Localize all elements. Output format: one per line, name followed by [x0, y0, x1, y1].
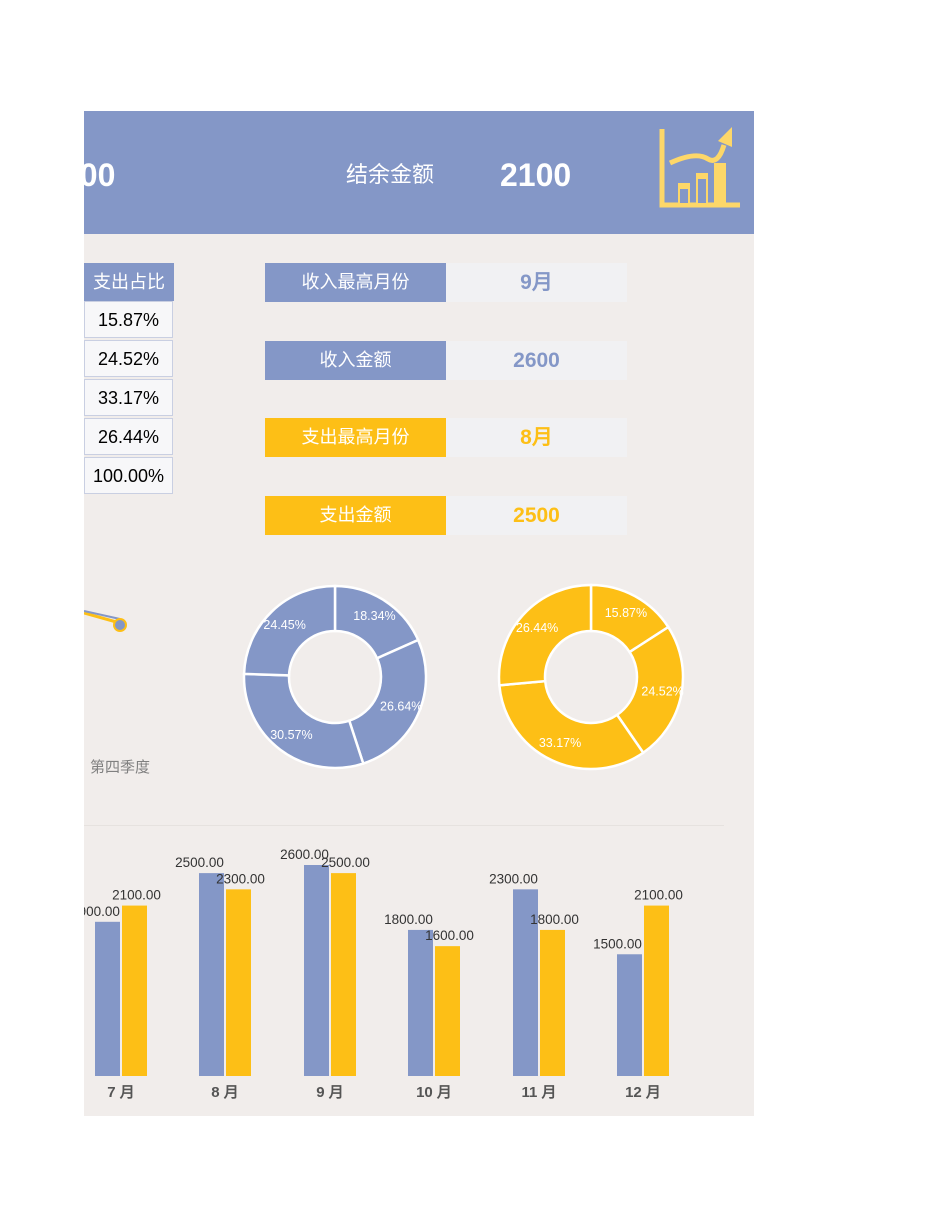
donut-data-label: 15.87% — [605, 606, 647, 620]
truncated-total-value: 300 — [84, 157, 116, 193]
bar-data-label: 1800.00 — [530, 912, 579, 927]
donut-slice — [615, 625, 685, 755]
donut-slice — [242, 584, 337, 677]
category-tick-label: 9 月 — [316, 1084, 344, 1101]
donut-data-label: 26.44% — [516, 621, 558, 635]
bar — [95, 921, 120, 1076]
donut-data-label: 18.34% — [353, 609, 395, 623]
bar-data-label: 1800.00 — [384, 912, 433, 927]
donut-data-label: 30.57% — [270, 728, 312, 742]
line-series-gold — [84, 611, 121, 625]
bar — [435, 946, 460, 1076]
bar-data-label: 2300.00 — [216, 871, 265, 886]
expense-top-month-value: 8月 — [446, 418, 627, 457]
summary-header: 300 结余金额 2100 — [84, 111, 754, 234]
bar — [122, 905, 147, 1076]
bar — [331, 873, 356, 1076]
bar — [226, 889, 251, 1076]
donut-data-label: 26.64% — [380, 699, 422, 713]
donut-charts: 18.34% 26.64% 30.57% 24.45% 15.87% 24.52% 33.1… — [242, 583, 685, 771]
bar-data-label: 2500.00 — [175, 855, 224, 870]
expense-share-cell: 33.17% — [84, 379, 173, 416]
balance-label: 结余金额 — [346, 162, 435, 187]
line-series-blue — [84, 610, 121, 620]
bar-data-label: 2100.00 — [634, 888, 683, 903]
income-amount-value: 2600 — [446, 341, 627, 380]
bar — [617, 954, 642, 1076]
expense-share-cell: 24.52% — [84, 340, 173, 377]
expense-amount-value: 2500 — [446, 496, 627, 535]
bar-growth-icon — [659, 127, 740, 208]
bar — [540, 929, 565, 1076]
line-category-label: 第四季度 — [90, 759, 151, 776]
line-chart-fragment — [84, 610, 127, 632]
donut-slice — [242, 672, 365, 770]
bar-data-label: 1500.00 — [593, 936, 642, 951]
income-top-month-label: 收入最高月份 — [265, 263, 446, 302]
bar — [199, 873, 224, 1076]
income-top-month-value: 9月 — [446, 263, 627, 302]
dashboard-panel: 300 结余金额 2100 支出占比 15.87% 24.52% 33.17% … — [84, 111, 754, 1116]
bar — [644, 905, 669, 1076]
category-tick-label: 8 月 — [211, 1084, 239, 1101]
bar — [408, 929, 433, 1076]
income-amount-label: 收入金额 — [265, 341, 446, 380]
donut-slice — [347, 638, 428, 766]
bar — [304, 865, 329, 1076]
expense-share-total-cell: 100.00% — [84, 457, 173, 494]
donut-slice — [497, 583, 593, 687]
bar-data-label: 2500.00 — [321, 855, 370, 870]
expense-top-month-label: 支出最高月份 — [265, 418, 446, 457]
donut-data-label: 33.17% — [539, 736, 581, 750]
category-tick-label: 11 月 — [521, 1084, 556, 1101]
line-point — [113, 618, 127, 632]
donut-data-label: 24.45% — [263, 618, 305, 632]
bar-data-label: 2300.00 — [489, 871, 538, 886]
bar-data-label: 1600.00 — [425, 928, 474, 943]
donut-data-label: 24.52% — [641, 684, 683, 698]
bar — [513, 889, 538, 1076]
category-tick-label: 12 月 — [625, 1084, 661, 1101]
category-tick-label: 10 月 — [416, 1084, 452, 1101]
balance-value: 2100 — [500, 157, 572, 193]
expense-share-cell: 15.87% — [84, 301, 173, 338]
expense-share-header: 支出占比 — [84, 263, 174, 301]
expense-amount-label: 支出金额 — [265, 496, 446, 535]
bar-data-label: 2100.00 — [112, 888, 161, 903]
donut-slice — [498, 679, 645, 771]
bar-data-label: 2600.00 — [280, 847, 329, 862]
bar-data-label: 1900.00 — [84, 904, 120, 919]
category-tick-label: 7 月 — [107, 1084, 135, 1101]
expense-share-cell: 26.44% — [84, 418, 173, 455]
divider — [84, 825, 724, 826]
